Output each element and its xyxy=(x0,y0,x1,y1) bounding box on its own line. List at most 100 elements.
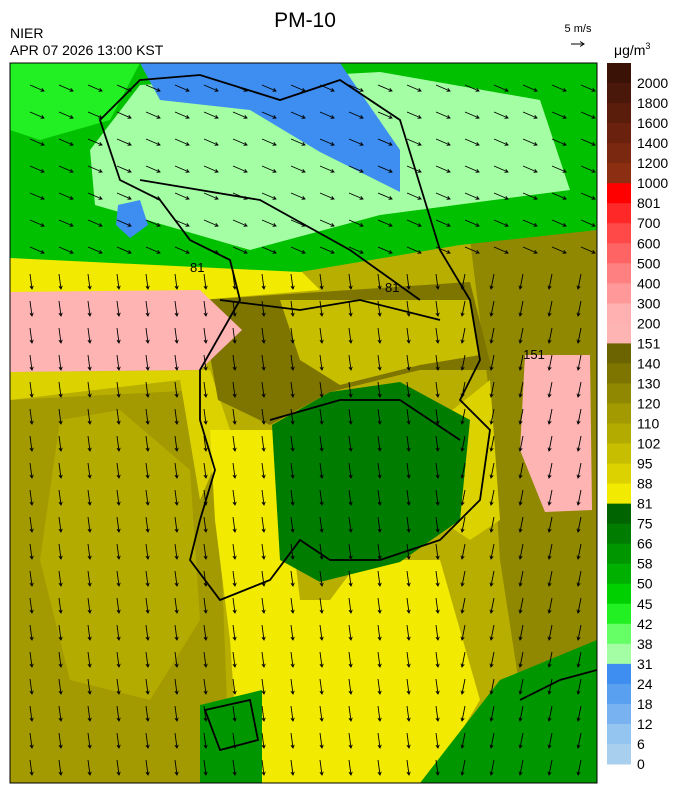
wind-arrow xyxy=(435,84,451,92)
wind-arrow xyxy=(174,327,179,344)
wind-arrow xyxy=(290,354,295,371)
field-blue-north xyxy=(140,63,400,192)
colorbar-swatch xyxy=(607,143,631,164)
wind-arrow xyxy=(460,462,466,479)
wind-arrow xyxy=(319,354,324,371)
wind-arrow xyxy=(232,624,237,641)
wind-arrow xyxy=(576,651,582,668)
wind-arrow xyxy=(518,759,524,776)
wind-arrow xyxy=(460,516,466,533)
wind-arrow xyxy=(29,165,45,173)
colorbar-swatch xyxy=(607,283,631,304)
wind-arrow xyxy=(290,570,295,587)
wind-arrow xyxy=(377,597,382,614)
wind-arrow xyxy=(377,111,393,119)
wind-arrow xyxy=(261,624,266,641)
wind-arrow xyxy=(489,327,495,344)
field-pink-east xyxy=(520,355,592,512)
wind-arrow xyxy=(29,300,34,317)
wind-arrow xyxy=(518,543,524,560)
wind-arrow xyxy=(174,489,179,506)
wind-arrow xyxy=(319,597,324,614)
colorbar-label: 400 xyxy=(637,275,661,291)
wind-arrow xyxy=(406,138,422,146)
wind-arrow xyxy=(406,624,411,641)
colorbar-label: 88 xyxy=(637,476,653,492)
wind-arrow xyxy=(435,192,451,200)
wind-arrow xyxy=(348,138,364,146)
colorbar-swatch xyxy=(607,603,631,625)
wind-arrow xyxy=(87,381,92,398)
colorbar-label: 700 xyxy=(637,215,661,231)
wind-arrow xyxy=(203,138,219,146)
wind-arrow xyxy=(493,192,509,200)
wind-arrow xyxy=(232,759,237,776)
wind-arrow xyxy=(116,489,121,506)
wind-arrow xyxy=(406,381,411,398)
wind-arrow xyxy=(58,192,74,200)
colorbar-swatch xyxy=(607,663,631,685)
wind-arrow xyxy=(460,543,466,560)
wind-arrow xyxy=(261,705,266,722)
wind-arrow xyxy=(406,273,411,290)
colorbar-label: 600 xyxy=(637,235,661,251)
wind-arrow xyxy=(435,651,440,668)
peninsula-outline xyxy=(98,74,491,602)
wind-arrow xyxy=(406,300,411,317)
wind-arrow xyxy=(29,381,34,398)
wind-arrow xyxy=(460,354,466,371)
wind-arrow xyxy=(58,516,63,533)
wind-arrow xyxy=(435,219,451,227)
wind-arrow xyxy=(29,84,45,92)
wind-arrow xyxy=(348,327,353,344)
wind-arrow xyxy=(547,489,553,506)
wind-arrow xyxy=(319,759,324,776)
wind-arrow xyxy=(406,192,422,200)
wind-arrow xyxy=(489,354,495,371)
wind-arrow xyxy=(87,327,92,344)
wind-arrow xyxy=(145,705,150,722)
wind-arrow xyxy=(58,354,63,371)
wind-arrow xyxy=(203,300,208,317)
wind-arrow xyxy=(547,300,553,317)
wind-arrow xyxy=(58,408,63,425)
wind-arrow xyxy=(116,759,121,776)
wind-arrow xyxy=(87,165,103,173)
colorbar-label: 1200 xyxy=(637,155,668,171)
wind-arrow xyxy=(460,624,466,641)
wind-arrow xyxy=(116,138,132,146)
wind-arrow xyxy=(576,543,582,560)
wind-arrow xyxy=(290,705,295,722)
wind-arrow xyxy=(576,435,582,452)
wind-arrow xyxy=(406,462,411,479)
wind-arrow xyxy=(348,408,353,425)
wind-arrow xyxy=(435,570,440,587)
field-green-island xyxy=(200,690,262,783)
wind-arrow xyxy=(87,462,92,479)
wind-arrow xyxy=(58,489,63,506)
wind-arrow xyxy=(87,543,92,560)
wind-arrow xyxy=(58,381,63,398)
wind-arrow xyxy=(576,300,582,317)
unit-superscript: 3 xyxy=(645,41,650,51)
field-light-green xyxy=(90,72,570,250)
wind-arrow xyxy=(460,651,466,668)
wind-arrow xyxy=(116,705,121,722)
wind-arrow xyxy=(174,624,179,641)
wind-arrow xyxy=(377,327,382,344)
wind-arrow xyxy=(493,219,509,227)
wind-arrow xyxy=(580,219,596,227)
wind-arrow xyxy=(290,597,295,614)
colorbar-swatch xyxy=(607,203,631,224)
wind-arrow xyxy=(551,165,567,173)
wind-arrow xyxy=(58,111,74,119)
wind-arrow xyxy=(547,597,553,614)
wind-arrow xyxy=(116,111,132,119)
wind-arrow xyxy=(348,300,353,317)
wind-arrow xyxy=(489,300,495,317)
wind-arrow xyxy=(518,597,524,614)
colorbar: 2000180016001400120010008017006005004003… xyxy=(607,63,668,772)
wind-arrow xyxy=(174,543,179,560)
colorbar-label: 151 xyxy=(637,335,661,351)
